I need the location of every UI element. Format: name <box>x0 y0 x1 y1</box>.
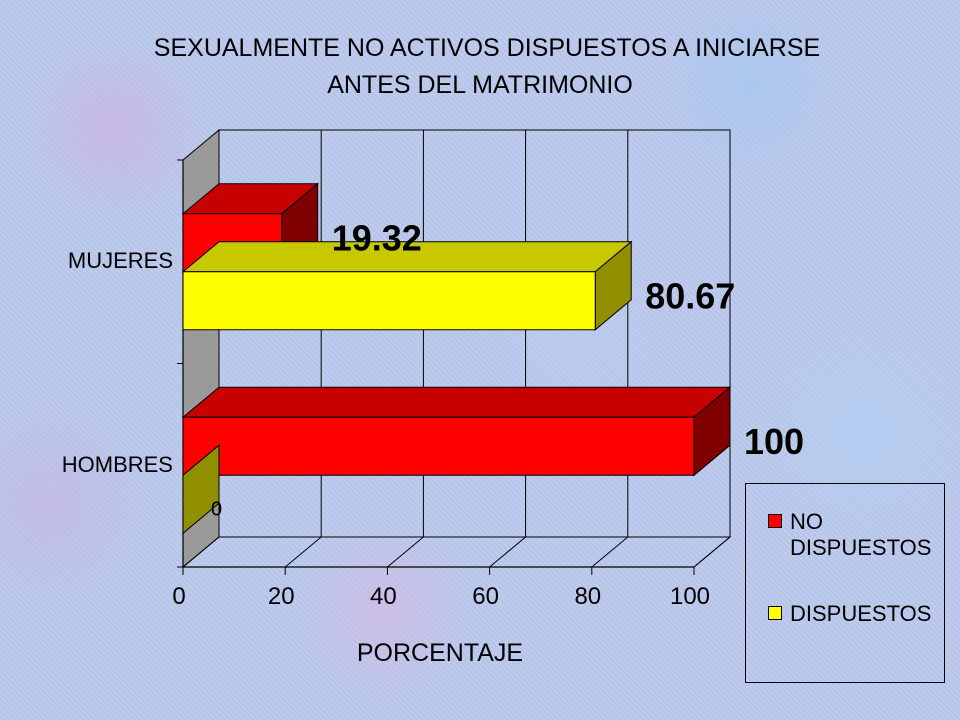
data-label-mujeres-dispuestos: 80.67 <box>645 275 735 316</box>
bar-top-face <box>181 386 732 418</box>
bar-side-face <box>182 444 220 535</box>
legend-label-dispuestos: DISPUESTOS <box>790 601 932 626</box>
bar-front-face <box>182 416 695 476</box>
category-label-mujeres: MUJERES <box>68 248 173 273</box>
gridline-floor-80 <box>591 536 629 568</box>
x-axis-title: PORCENTAJE <box>357 639 523 667</box>
x-tick-label-100: 100 <box>670 583 710 610</box>
legend-swatch-no-dispuestos <box>768 514 782 528</box>
bar-front-face <box>182 271 596 331</box>
gridline-floor-60 <box>489 536 526 568</box>
gridline-floor-100 <box>693 536 731 568</box>
chart-title-line2: ANTES DEL MATRIMONIO <box>327 71 633 99</box>
bars <box>181 182 732 535</box>
x-tick-label-60: 60 <box>472 583 499 610</box>
category-labels: MUJERES HOMBRES <box>62 248 173 477</box>
legend-swatch-dispuestos <box>768 606 782 620</box>
legend-label-no-dispuestos: NO DISPUESTOS <box>790 509 932 560</box>
legend-item-no-dispuestos: NO DISPUESTOS <box>768 509 950 561</box>
x-tick-labels: 0 20 40 60 80 100 <box>172 583 710 610</box>
gridline-floor-20 <box>284 536 322 568</box>
bar-mujeres-dispuestos <box>181 240 633 331</box>
floor <box>181 536 732 568</box>
chart-title-line1: SEXUALMENTE NO ACTIVOS DISPUESTOS A INIC… <box>154 34 820 62</box>
bar-hombres-dispuestos <box>182 444 220 535</box>
data-label-hombres-no-dispuestos: 100 <box>744 421 804 462</box>
x-tick-label-20: 20 <box>268 583 295 610</box>
legend-item-dispuestos: DISPUESTOS <box>768 601 950 627</box>
category-label-hombres: HOMBRES <box>62 452 173 477</box>
x-tick-label-40: 40 <box>370 583 397 610</box>
gridline-floor-40 <box>387 536 424 568</box>
data-labels: 19.32 80.67 100 0 <box>211 217 804 520</box>
x-tick-label-80: 80 <box>574 583 601 610</box>
data-label-mujeres-no-dispuestos: 19.32 <box>332 217 422 258</box>
legend: NO DISPUESTOS DISPUESTOS <box>745 483 945 683</box>
x-tick-label-0: 0 <box>172 583 185 610</box>
bar-hombres-no-dispuestos <box>181 386 732 477</box>
data-label-hombres-dispuestos: 0 <box>211 499 222 521</box>
